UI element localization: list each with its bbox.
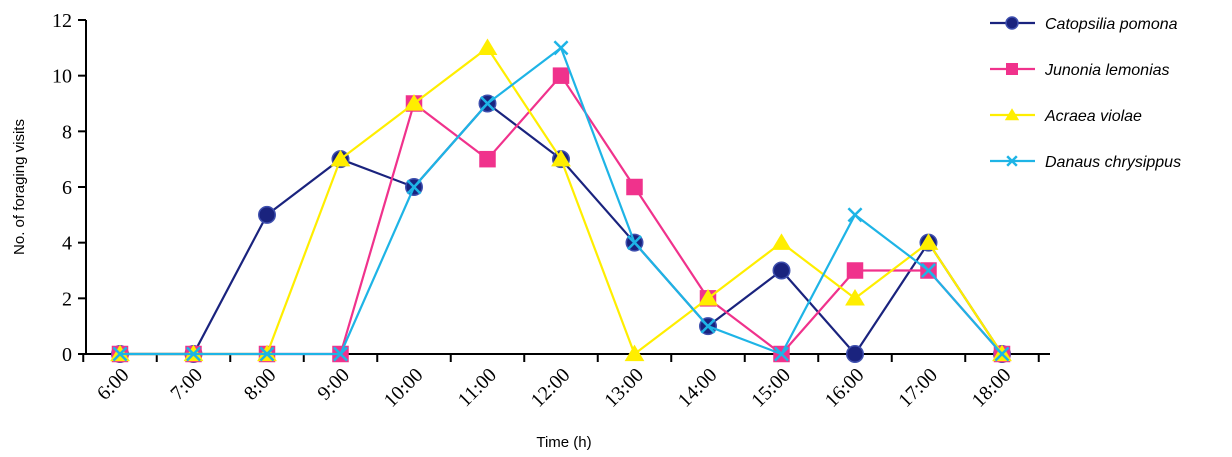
data-point xyxy=(846,262,864,279)
data-point xyxy=(552,67,570,84)
series-acraea-violae xyxy=(110,38,1012,362)
x-tick-label: 8:00 xyxy=(240,364,281,405)
data-point xyxy=(1004,108,1020,121)
legend-label: Junonia lemonias xyxy=(1044,62,1170,79)
series-catopsilia-pomona xyxy=(111,94,1011,363)
data-point xyxy=(626,178,643,196)
y-tick-label: 0 xyxy=(62,344,72,366)
data-point xyxy=(1005,16,1019,30)
data-point xyxy=(258,205,276,224)
legend-item: Junonia lemonias xyxy=(990,62,1170,79)
series-junonia-lemonias xyxy=(111,67,1011,363)
x-tick-label: 15:00 xyxy=(747,364,795,412)
y-tick-label: 8 xyxy=(62,121,72,143)
data-point xyxy=(918,233,939,250)
data-point xyxy=(553,40,569,56)
data-point xyxy=(1006,63,1018,75)
x-stroke xyxy=(112,346,128,362)
x-tick-label: 9:00 xyxy=(313,364,354,405)
x-tick-label: 6:00 xyxy=(93,364,134,405)
series-line xyxy=(120,73,1003,356)
series-line xyxy=(120,46,1003,356)
x-ticks: 6:00 7:00 8:00 9:00 10:00 11:00 12:00 13:00 14:0… xyxy=(82,354,1040,412)
x-tick-label: 13:00 xyxy=(600,364,648,412)
y-tick-label: 10 xyxy=(52,66,72,88)
data-point xyxy=(477,38,498,55)
data-point xyxy=(330,149,351,167)
x-tick-label: 17:00 xyxy=(894,364,942,412)
y-tick-label: 12 xyxy=(52,10,72,32)
data-point xyxy=(112,346,128,362)
data-point xyxy=(406,179,422,195)
x-stroke xyxy=(627,235,642,251)
x-tick-label: 12:00 xyxy=(527,364,575,412)
x-tick-label: 18:00 xyxy=(968,364,1016,412)
x-stroke xyxy=(847,207,863,223)
data-point xyxy=(624,344,645,362)
x-stroke xyxy=(406,179,422,195)
y-axis-title: No. of foraging visits xyxy=(11,119,28,255)
x-stroke xyxy=(994,346,1010,362)
y-ticks: 0 2 4 6 8 10 12 xyxy=(52,10,86,366)
series-line xyxy=(120,46,1003,356)
data-point xyxy=(771,233,792,250)
y-tick-label: 6 xyxy=(62,177,72,199)
x-stroke xyxy=(333,346,348,362)
x-stroke xyxy=(480,96,495,111)
data-point xyxy=(846,345,864,363)
legend-label: Danaus chrysippus xyxy=(1045,154,1181,171)
data-point xyxy=(772,261,791,280)
data-point xyxy=(700,318,716,334)
y-tick-label: 2 xyxy=(62,288,72,310)
x-tick-label: 11:00 xyxy=(454,364,501,411)
x-axis-title: Time (h) xyxy=(536,434,591,451)
x-stroke xyxy=(700,318,716,334)
data-point xyxy=(333,346,348,362)
x-stroke xyxy=(921,263,936,278)
x-tick-label: 16:00 xyxy=(821,364,869,412)
data-point xyxy=(845,288,865,306)
x-stroke xyxy=(774,346,789,362)
x-stroke xyxy=(1006,155,1018,167)
x-tick-label: 7:00 xyxy=(166,364,207,405)
legend-label: Catopsilia pomona xyxy=(1045,16,1178,33)
x-tick-label: 14:00 xyxy=(674,364,722,412)
data-point xyxy=(774,346,789,362)
data-point xyxy=(259,346,275,362)
x-tick-label: 10:00 xyxy=(380,364,428,412)
x-stroke xyxy=(259,346,275,362)
x-stroke xyxy=(553,40,569,56)
data-point xyxy=(1006,155,1018,167)
axes: 0 2 4 6 8 10 12 6:00 7:00 8:00 9:00 10:00 11:00 12:0… xyxy=(11,10,1050,451)
series-danaus-chrysippus xyxy=(112,40,1010,362)
data-point xyxy=(921,263,936,278)
series-line xyxy=(120,102,1003,356)
data-point xyxy=(994,346,1010,362)
y-tick-label: 4 xyxy=(62,233,72,255)
legend: Catopsilia pomona Junonia lemonias Acraea … xyxy=(990,16,1181,171)
series xyxy=(110,38,1012,363)
data-point xyxy=(847,207,863,223)
data-point xyxy=(479,150,496,168)
legend-item: Catopsilia pomona xyxy=(990,16,1178,33)
data-point xyxy=(698,288,718,306)
data-point xyxy=(480,96,495,111)
data-point xyxy=(551,149,571,167)
legend-item: Acraea violae xyxy=(990,108,1142,125)
data-point xyxy=(627,235,642,251)
x-stroke xyxy=(186,346,201,362)
legend-item: Danaus chrysippus xyxy=(990,154,1181,171)
legend-label: Acraea violae xyxy=(1044,108,1142,125)
data-point xyxy=(404,94,424,111)
data-point xyxy=(186,346,201,362)
